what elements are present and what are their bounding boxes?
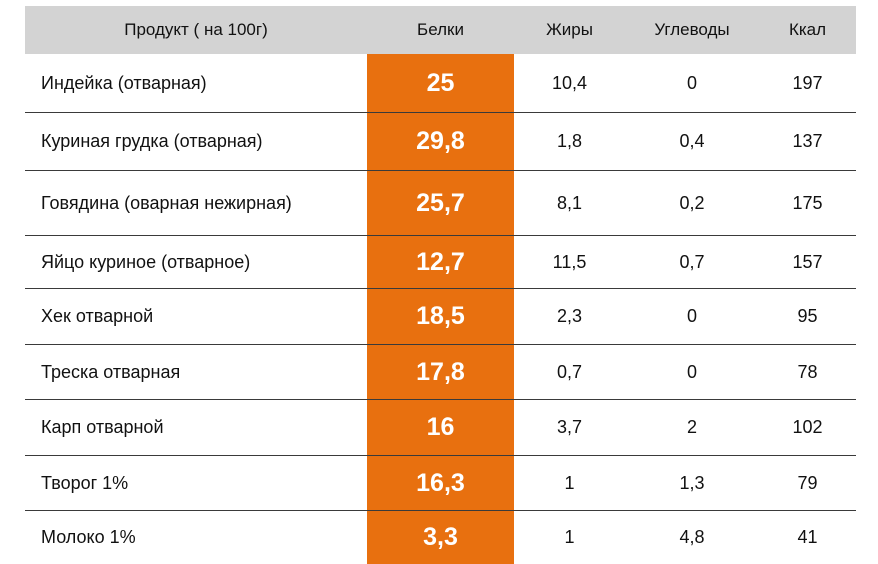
cell-protein: 16,3 [367,456,514,510]
cell-carbs: 0 [686,72,697,93]
cell-fat: 1 [564,527,575,547]
cell-carbs: 2 [686,417,697,437]
cell-kcal: 157 [792,251,823,272]
cell-fat: 3,7 [556,417,583,437]
cell-product: Яйцо куриное (отварное) [41,251,251,272]
cell-kcal: 41 [797,527,818,547]
nutrition-table: Продукт ( на 100г) Белки Жиры Углеводы К… [25,6,856,564]
cell-kcal: 137 [792,131,823,151]
cell-kcal: 102 [792,417,823,437]
cell-carbs: 0,2 [679,192,705,213]
table-header: Продукт ( на 100г) Белки Жиры Углеводы К… [25,6,856,54]
table-row: Творог 1% 16,3 1 1,3 79 [25,456,856,511]
table-row: Яйцо куриное (отварное) 12,7 11,5 0,7 157 [25,236,856,289]
cell-protein: 17,8 [367,345,514,399]
header-kcal: Ккал [788,20,827,39]
cell-kcal: 197 [792,72,823,93]
cell-product: Индейка (отварная) [41,72,207,93]
cell-kcal: 95 [797,306,818,326]
cell-product: Говядина (оварная нежирная) [41,192,292,213]
cell-product: Куриная грудка (отварная) [41,131,263,151]
table-row: Говядина (оварная нежирная) 25,7 8,1 0,2 175 [25,171,856,236]
cell-fat: 0,7 [556,361,583,382]
cell-fat: 10,4 [551,72,588,93]
table-row: Треска отварная 17,8 0,7 0 78 [25,345,856,400]
cell-carbs: 1,3 [679,472,705,493]
table-row: Куриная грудка (отварная) 29,8 1,8 0,4 137 [25,113,856,171]
cell-carbs: 0 [686,361,697,382]
cell-protein: 18,5 [367,289,514,344]
cell-product: Карп отварной [41,417,164,437]
cell-product: Треска отварная [41,361,181,382]
cell-protein: 25 [367,54,514,112]
cell-carbs: 0,4 [679,131,705,151]
cell-protein: 16 [367,400,514,455]
cell-protein: 3,3 [367,511,514,564]
cell-fat: 1,8 [556,131,583,151]
cell-kcal: 79 [797,472,818,493]
header-product: Продукт ( на 100г) [124,20,268,39]
cell-protein: 25,7 [367,171,514,235]
header-carbs: Углеводы [654,20,730,39]
table-row: Индейка (отварная) 25 10,4 0 197 [25,54,856,113]
table-row: Молоко 1% 3,3 1 4,8 41 [25,511,856,564]
cell-carbs: 4,8 [679,527,705,547]
cell-protein: 29,8 [367,113,514,170]
cell-fat: 2,3 [556,306,583,326]
cell-kcal: 78 [797,361,818,382]
cell-product: Творог 1% [41,472,129,493]
table-row: Карп отварной 16 3,7 2 102 [25,400,856,456]
cell-kcal: 175 [792,192,823,213]
cell-product: Хек отварной [41,306,154,326]
cell-fat: 11,5 [552,251,587,272]
table-row: Хек отварной 18,5 2,3 0 95 [25,289,856,345]
cell-fat: 1 [564,472,575,493]
cell-fat: 8,1 [556,192,583,213]
cell-protein: 12,7 [367,236,514,288]
header-protein: Белки [417,20,464,39]
cell-product: Молоко 1% [41,527,136,547]
cell-carbs: 0 [686,306,697,326]
cell-carbs: 0,7 [679,251,705,272]
table-body: Индейка (отварная) 25 10,4 0 197 Куриная груд… [25,54,856,564]
header-fat: Жиры [546,20,593,39]
